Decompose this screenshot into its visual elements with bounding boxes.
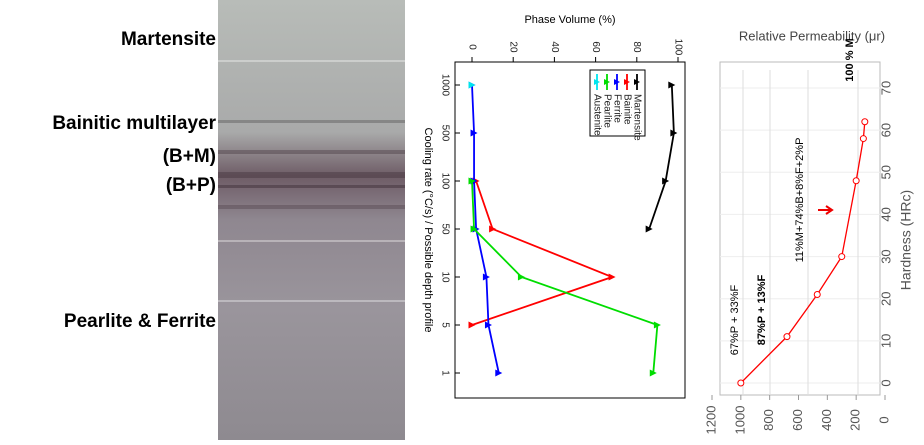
data-point — [468, 321, 476, 329]
data-point — [482, 273, 490, 281]
data-point — [649, 369, 657, 377]
series-line — [648, 84, 675, 230]
x-tick-label: 10 — [439, 271, 450, 283]
legend-label: Martensite — [631, 94, 642, 141]
data-point — [495, 369, 503, 377]
plot-frame — [454, 61, 686, 399]
x-tick-label: 5 — [439, 322, 450, 328]
data-point — [662, 177, 670, 185]
x-tick-label: 800 — [761, 409, 776, 431]
series-line — [471, 180, 659, 374]
data-point — [859, 135, 867, 143]
legend-marker — [604, 79, 610, 85]
x-tick-label: 1000 — [439, 74, 450, 97]
data-point — [470, 129, 478, 137]
legend-box — [589, 69, 646, 137]
legend-marker — [614, 79, 620, 85]
micrograph-label: Pearlite & Ferrite — [64, 311, 216, 332]
y-tick-label: 50 — [878, 165, 893, 179]
data-point — [468, 177, 476, 185]
axis-label: Cooling rate (°C/s) / Possible depth pro… — [422, 128, 434, 333]
y-tick-label: 100 — [672, 39, 683, 56]
x-tick-label: 200 — [848, 409, 863, 431]
data-point — [608, 273, 616, 281]
micrograph-label: Bainitic multilayer — [52, 113, 216, 134]
chart-title: Relative Permeability (μr) — [739, 28, 885, 43]
legend-label: Bainite — [621, 94, 632, 125]
y-tick-label: 40 — [549, 41, 560, 53]
micrograph-label: Martensite — [121, 29, 216, 50]
annotation: 11%M+74%B+8%F+2%P — [794, 138, 806, 263]
x-tick-label: 500 — [439, 125, 450, 142]
y-tick-label: 20 — [508, 41, 519, 53]
y-tick-label: 10 — [878, 334, 893, 348]
y-tick-label: 70 — [878, 81, 893, 95]
chart-title: Phase Volume (%) — [524, 14, 615, 26]
data-point — [653, 321, 661, 329]
micrograph-label: (B+P) — [166, 175, 216, 196]
y-tick-label: 60 — [878, 123, 893, 137]
data-point — [489, 225, 497, 233]
data-point — [668, 81, 676, 89]
y-tick-label: 30 — [878, 249, 893, 263]
y-tick-label: 0 — [466, 44, 477, 50]
x-tick-label: 0 — [876, 416, 891, 423]
data-point — [737, 379, 745, 387]
data-point — [852, 177, 860, 185]
legend-label: Pearlite — [601, 94, 612, 128]
legend-marker — [634, 79, 640, 85]
x-tick-label: 1 — [439, 370, 450, 376]
arrow — [818, 205, 834, 215]
x-tick-label: 1000 — [732, 406, 747, 435]
series-line — [471, 180, 615, 326]
data-point — [645, 225, 653, 233]
micrograph-label: (B+M) — [163, 146, 216, 167]
y-tick-label: 80 — [631, 41, 642, 53]
micrograph-texture — [218, 60, 405, 302]
legend-label: Ferrite — [611, 94, 622, 123]
y-tick-label: 0 — [878, 379, 893, 386]
axis-label: Hardness (HRc) — [898, 190, 914, 290]
x-tick-label: 1200 — [703, 406, 718, 435]
data-point — [838, 253, 846, 261]
data-point — [468, 81, 476, 89]
y-tick-label: 20 — [878, 291, 893, 305]
legend-label: Austenite — [591, 94, 602, 136]
data-point — [783, 333, 791, 341]
x-tick-label: 400 — [819, 409, 834, 431]
legend-marker — [594, 79, 600, 85]
micrograph — [218, 0, 405, 440]
annotation: 100 % M — [844, 38, 856, 81]
x-tick-label: 100 — [439, 173, 450, 190]
annotation: 67%P + 33%F — [729, 285, 741, 356]
y-tick-label: 60 — [590, 41, 601, 53]
annotation: 87%P + 13%F — [756, 275, 768, 346]
y-tick-label: 40 — [878, 207, 893, 221]
x-tick-label: 50 — [439, 223, 450, 235]
data-point — [861, 118, 869, 126]
x-tick-label: 600 — [790, 409, 805, 431]
data-point — [470, 225, 478, 233]
data-point — [670, 129, 678, 137]
legend-marker — [624, 79, 630, 85]
plot-frame — [719, 61, 881, 396]
data-point — [813, 291, 821, 298]
data-point — [484, 321, 492, 329]
data-point — [517, 273, 525, 281]
